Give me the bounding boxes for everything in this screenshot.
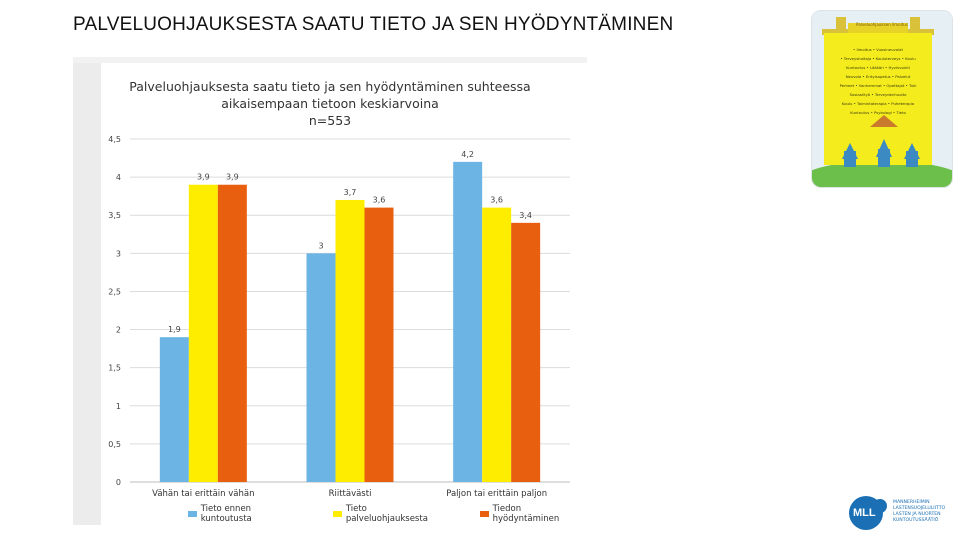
poster-text-line: Sosiaalityö • Terveydenhuolto xyxy=(849,92,907,97)
y-tick-label: 1,5 xyxy=(108,364,121,373)
bar xyxy=(335,199,365,482)
mll-logo-text-line: LASTEN JA NUORTEN xyxy=(893,512,941,517)
mll-logo-text: MANNERHEIMIN LASTENSUOJELULIITTO LASTEN JA… xyxy=(893,500,945,524)
legend-label-series-1: Tieto ennen kuntoutusta xyxy=(200,504,252,524)
y-tick-label: 2,5 xyxy=(108,287,121,296)
legend-label-series-3: Tiedon hyödyntäminen xyxy=(492,504,560,524)
bar xyxy=(364,207,394,482)
poster-text-line: Kuntoutus • Psykologi • Tieto xyxy=(850,110,906,115)
data-label: 3 xyxy=(318,241,323,250)
poster-text-block: • Ilmoitus • Vuosineuvolat • Terveyshoita… xyxy=(828,45,928,117)
y-tick-label: 3,5 xyxy=(108,211,121,220)
mll-logo-letters: MLL xyxy=(853,507,876,519)
poster-text-line: • Ilmoitus • Vuosineuvolat xyxy=(853,47,903,52)
bar xyxy=(188,184,218,482)
chart-legend: Tieto ennen kuntoutusta Tieto palveluohj… xyxy=(188,504,587,524)
mll-logo-text-line: KUNTOUTUSSÄÄTIÖ xyxy=(893,518,939,523)
chart-sample-size: n=553 xyxy=(308,113,352,128)
legend-item-series-2: Tieto palveluohjauksesta xyxy=(333,504,448,524)
chart-top-edge xyxy=(73,57,587,63)
bar-chart: Palveluohjauksesta saatu tieto ja sen hy… xyxy=(73,57,587,525)
legend-label-series-2: Tieto palveluohjauksesta xyxy=(345,504,428,524)
y-tick-label: 0,5 xyxy=(108,440,121,449)
data-label: 3,6 xyxy=(373,196,386,205)
poster-heading: Palveluohjauksen ilmoitus xyxy=(856,22,908,27)
data-label: 3,9 xyxy=(197,173,210,182)
x-tick-label: Riittävästi xyxy=(329,489,372,499)
poster-illustration xyxy=(812,11,952,187)
chart-title-line-1: Palveluohjauksesta saatu tieto ja sen hy… xyxy=(129,79,531,94)
poster-text-line: Neuvola • Erityisopetus • Palvelut xyxy=(845,74,911,79)
poster-text-line: Kuntoutus • Lääkäri • Hyvinvointi xyxy=(846,65,910,70)
data-label: 3,9 xyxy=(226,173,239,182)
y-tick-label: 1 xyxy=(116,402,121,411)
poster-text-line: Perheet • Vanhemmat • Opettajat • Tuki xyxy=(839,83,917,88)
data-label: 1,9 xyxy=(168,325,181,334)
bar xyxy=(217,184,247,482)
legend-swatch-series-2 xyxy=(333,511,342,517)
data-label: 3,7 xyxy=(344,188,357,197)
y-tick-label: 4,5 xyxy=(108,135,121,144)
data-label: 3,6 xyxy=(490,196,503,205)
bar xyxy=(306,253,336,482)
data-label: 3,4 xyxy=(519,211,532,220)
bar xyxy=(482,207,512,482)
chart-title-line-2: aikaisempaan tietoon keskiarvoina xyxy=(221,96,439,111)
legend-swatch-series-3 xyxy=(479,511,489,517)
slide-title: PALVELUOHJAUKSESTA SAATU TIETO JA SEN HY… xyxy=(73,14,674,35)
data-label: 4,2 xyxy=(461,150,474,159)
y-tick-label: 2 xyxy=(116,326,121,335)
bar xyxy=(159,337,189,482)
mll-logo-text-line: MANNERHEIMIN xyxy=(893,500,930,505)
legend-item-series-1: Tieto ennen kuntoutusta xyxy=(188,504,301,524)
legend-item-series-3: Tiedon hyödyntäminen xyxy=(479,504,587,524)
bar xyxy=(453,161,483,482)
x-tick-label: Vähän tai erittäin vähän xyxy=(152,489,254,499)
poster-thumbnail: Palveluohjauksen ilmoitus • Ilmoitus • V… xyxy=(811,10,953,188)
mll-logo-mark xyxy=(849,496,887,530)
mll-logo: MLL MANNERHEIMIN LASTENSUOJELULIITTO LASTE… xyxy=(845,490,955,536)
x-tick-label: Paljon tai erittäin paljon xyxy=(446,489,547,499)
chart-left-edge xyxy=(73,57,101,525)
y-tick-label: 3 xyxy=(116,249,121,258)
poster-text-line: Koulu • Toimintaterapia • Puheterapia xyxy=(841,101,915,106)
bar xyxy=(511,222,541,482)
poster-text-line: • Terveyshoitaja • Kouluterveys • Koulu xyxy=(840,56,916,61)
chart-plot-area: 0 0,5 1 1,5 2 2,5 3 3,5 4 4,5 1,9 3,9 3,9 Vähän tai e… xyxy=(108,135,570,499)
mll-logo-text-line: LASTENSUOJELULIITTO xyxy=(893,506,946,511)
legend-swatch-series-1 xyxy=(188,511,197,517)
y-tick-label: 4 xyxy=(116,173,121,182)
y-tick-label: 0 xyxy=(116,478,121,487)
